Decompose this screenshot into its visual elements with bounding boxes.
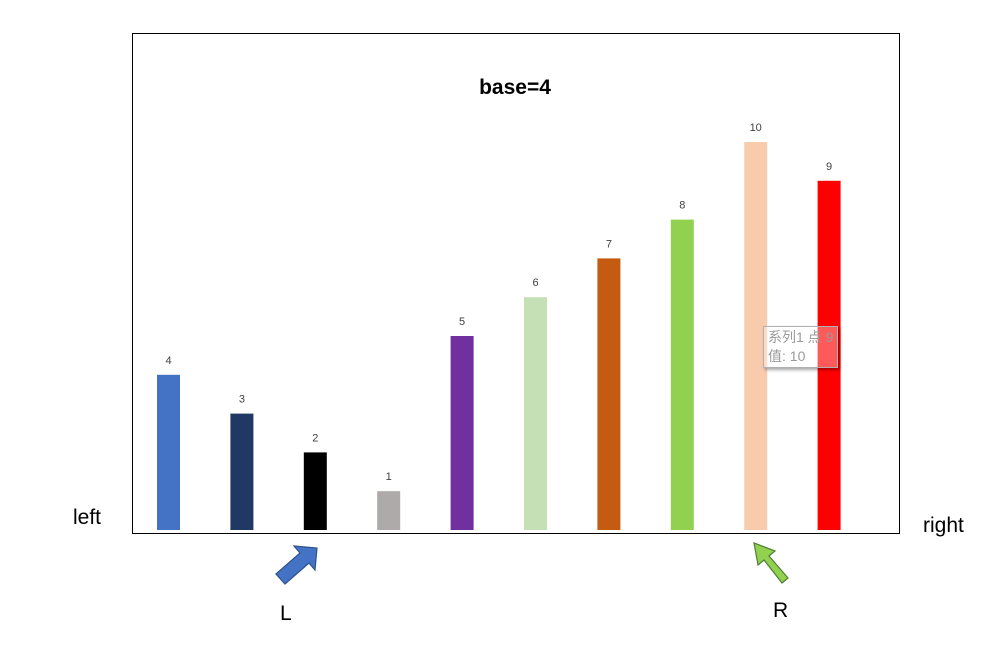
bar-value-label-9: 10 [750,122,762,134]
arrow-R-icon [753,542,789,584]
bar-8[interactable] [670,219,694,530]
bar-1[interactable] [157,374,180,530]
bar-value-label-3: 2 [312,432,318,444]
bar-value-label-10: 9 [826,161,832,173]
bar-4[interactable] [377,491,401,530]
bar-10[interactable] [817,180,841,531]
bar-7[interactable] [597,258,621,530]
bar-3[interactable] [303,452,327,530]
bar-value-label-4: 1 [386,471,392,483]
arrow-L-icon [275,545,318,585]
tooltip-value: 值: 10 [768,348,806,364]
bar-value-label-6: 6 [532,277,538,289]
chart-title: base=4 [479,76,551,99]
tooltip-series-point: 系列1 点 9 [768,329,834,345]
bar-value-label-7: 7 [606,238,612,250]
chart-plot-frame [132,33,900,534]
bar-5[interactable] [450,336,474,530]
bar-6[interactable] [524,297,547,530]
bar-2[interactable] [230,413,254,530]
left-label: left [73,506,102,529]
arrow-R-label: R [773,599,789,622]
data-point-tooltip: 系列1 点 9 值: 10 [763,326,839,368]
bar-value-label-1: 4 [165,355,171,367]
bar-value-label-5: 5 [459,316,465,328]
bar-value-label-2: 3 [239,394,245,406]
right-label: right [923,514,964,537]
bar-9[interactable] [744,142,768,530]
arrow-L-label: L [280,602,292,625]
bar-value-label-8: 8 [679,200,685,212]
